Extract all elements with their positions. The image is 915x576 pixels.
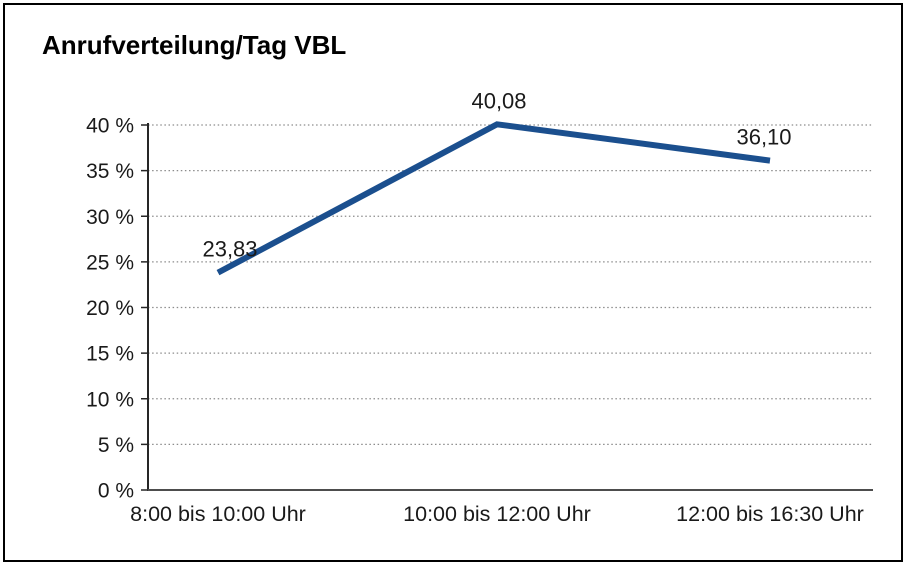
- y-tick-label: 5 %: [98, 434, 134, 457]
- y-tick-label: 0 %: [98, 480, 134, 503]
- y-tick-label: 35 %: [86, 160, 134, 183]
- y-tick-label: 10 %: [86, 388, 134, 411]
- x-axis-label: 8:00 bis 10:00 Uhr: [130, 502, 306, 526]
- chart-title: Anrufverteilung/Tag VBL: [42, 30, 347, 60]
- y-tick-label: 30 %: [86, 206, 134, 229]
- y-tick-label: 40 %: [86, 115, 134, 138]
- x-axis-label: 10:00 bis 12:00 Uhr: [403, 502, 591, 526]
- data-label: 40,08: [471, 88, 526, 113]
- y-tick-label: 25 %: [86, 251, 134, 274]
- chart-border-frame: [3, 3, 903, 562]
- y-tick-label: 15 %: [86, 343, 134, 366]
- y-tick-label: 20 %: [86, 297, 134, 320]
- data-label: 36,10: [736, 125, 791, 150]
- data-label: 23,83: [202, 237, 257, 262]
- x-axis-label: 12:00 bis 16:30 Uhr: [676, 502, 864, 526]
- series-line: [216, 121, 771, 276]
